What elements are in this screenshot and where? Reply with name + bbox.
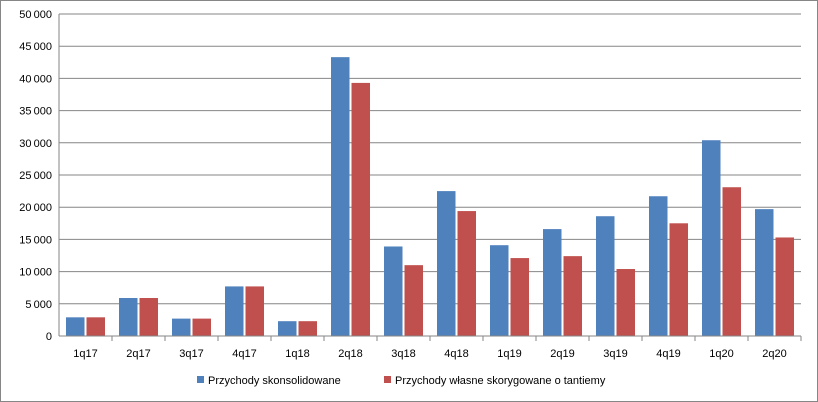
x-tick-label: 4q17 bbox=[232, 348, 256, 360]
bar-2-3q18 bbox=[404, 265, 423, 336]
y-tick-label: 30 000 bbox=[19, 138, 52, 150]
x-tick-label: 3q18 bbox=[391, 348, 415, 360]
bar-2-2q20 bbox=[775, 237, 794, 336]
legend-swatch-series-1 bbox=[197, 376, 204, 383]
y-tick-label: 50 000 bbox=[19, 9, 52, 21]
bar-2-3q17 bbox=[192, 318, 211, 336]
x-tick-label: 4q18 bbox=[444, 348, 468, 360]
x-axis-tick-labels: 1q17 2q17 3q17 4q17 1q18 2q18 3q18 4q18 1q19 2q19… bbox=[73, 348, 786, 360]
y-tick-label: 15 000 bbox=[19, 234, 52, 246]
bar-1-1q17 bbox=[66, 317, 85, 336]
x-tick-label: 3q17 bbox=[179, 348, 203, 360]
bar-1-2q17 bbox=[119, 298, 138, 336]
y-tick-label: 25 000 bbox=[19, 170, 52, 182]
bar-2-1q17 bbox=[86, 317, 105, 336]
bar-1-3q19 bbox=[596, 216, 615, 336]
y-tick-label: 40 000 bbox=[19, 73, 52, 85]
bar-2-3q19 bbox=[616, 269, 635, 336]
x-tick-label: 1q18 bbox=[285, 348, 309, 360]
bar-1-4q19 bbox=[649, 196, 668, 336]
bar-1-2q18 bbox=[331, 57, 350, 336]
bar-2-2q18 bbox=[351, 82, 370, 337]
legend-label-series-1: Przychody skonsolidowane bbox=[208, 375, 341, 387]
y-tick-label: 45 000 bbox=[19, 41, 52, 53]
x-tick-label: 1q19 bbox=[497, 348, 521, 360]
x-tick-label: 2q20 bbox=[762, 348, 786, 360]
x-tick-label: 1q17 bbox=[73, 348, 97, 360]
x-tick-label: 3q19 bbox=[603, 348, 627, 360]
y-axis-tick-labels: 0 5 000 10 000 15 000 20 000 25 000 30 000 35 0… bbox=[19, 9, 52, 343]
bar-1-4q18 bbox=[437, 191, 456, 336]
y-tick-label: 10 000 bbox=[19, 267, 52, 279]
bars bbox=[66, 57, 794, 337]
x-tick-label: 4q19 bbox=[656, 348, 680, 360]
y-tick-label: 35 000 bbox=[19, 106, 52, 118]
gridlines bbox=[59, 13, 801, 305]
bar-2-1q18 bbox=[298, 321, 317, 336]
bar-1-1q18 bbox=[278, 321, 297, 336]
y-tick-label: 20 000 bbox=[19, 202, 52, 214]
bar-2-1q20 bbox=[722, 187, 741, 336]
bar-1-1q20 bbox=[702, 140, 721, 336]
bar-1-4q17 bbox=[225, 286, 244, 336]
bar-2-4q19 bbox=[669, 223, 688, 336]
bar-2-2q17 bbox=[139, 298, 158, 336]
bar-1-3q18 bbox=[384, 246, 403, 336]
bar-2-4q18 bbox=[457, 211, 476, 336]
legend-label-series-2: Przychody własne skorygowane o tantiemy bbox=[395, 375, 606, 387]
y-tick-label: 0 bbox=[46, 331, 52, 343]
bar-2-1q19 bbox=[510, 258, 529, 336]
y-tick-label: 5 000 bbox=[25, 299, 52, 311]
bar-2-2q19 bbox=[563, 256, 582, 336]
bar-1-3q17 bbox=[172, 318, 191, 336]
bar-1-2q19 bbox=[543, 229, 562, 336]
x-tick-label: 2q18 bbox=[338, 348, 362, 360]
legend-swatch-series-2 bbox=[384, 376, 391, 383]
axes bbox=[58, 14, 802, 341]
bar-2-4q17 bbox=[245, 286, 264, 336]
x-tick-label: 1q20 bbox=[709, 348, 733, 360]
x-tick-label: 2q17 bbox=[126, 348, 150, 360]
x-tick-label: 2q19 bbox=[550, 348, 574, 360]
legend: Przychody skonsolidowane Przychody własn… bbox=[197, 375, 606, 387]
bar-1-1q19 bbox=[490, 245, 509, 336]
bar-1-2q20 bbox=[755, 209, 774, 336]
